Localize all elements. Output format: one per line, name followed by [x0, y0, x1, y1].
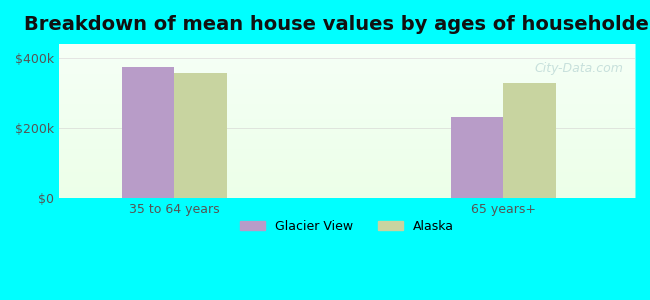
Bar [450, 117, 503, 198]
Bar [503, 83, 556, 198]
Legend: Glacier View, Alaska: Glacier View, Alaska [235, 215, 459, 238]
Bar [122, 67, 174, 198]
Bar [174, 73, 227, 198]
Text: City-Data.com: City-Data.com [534, 62, 623, 75]
Title: Breakdown of mean house values by ages of householders: Breakdown of mean house values by ages o… [24, 15, 650, 34]
